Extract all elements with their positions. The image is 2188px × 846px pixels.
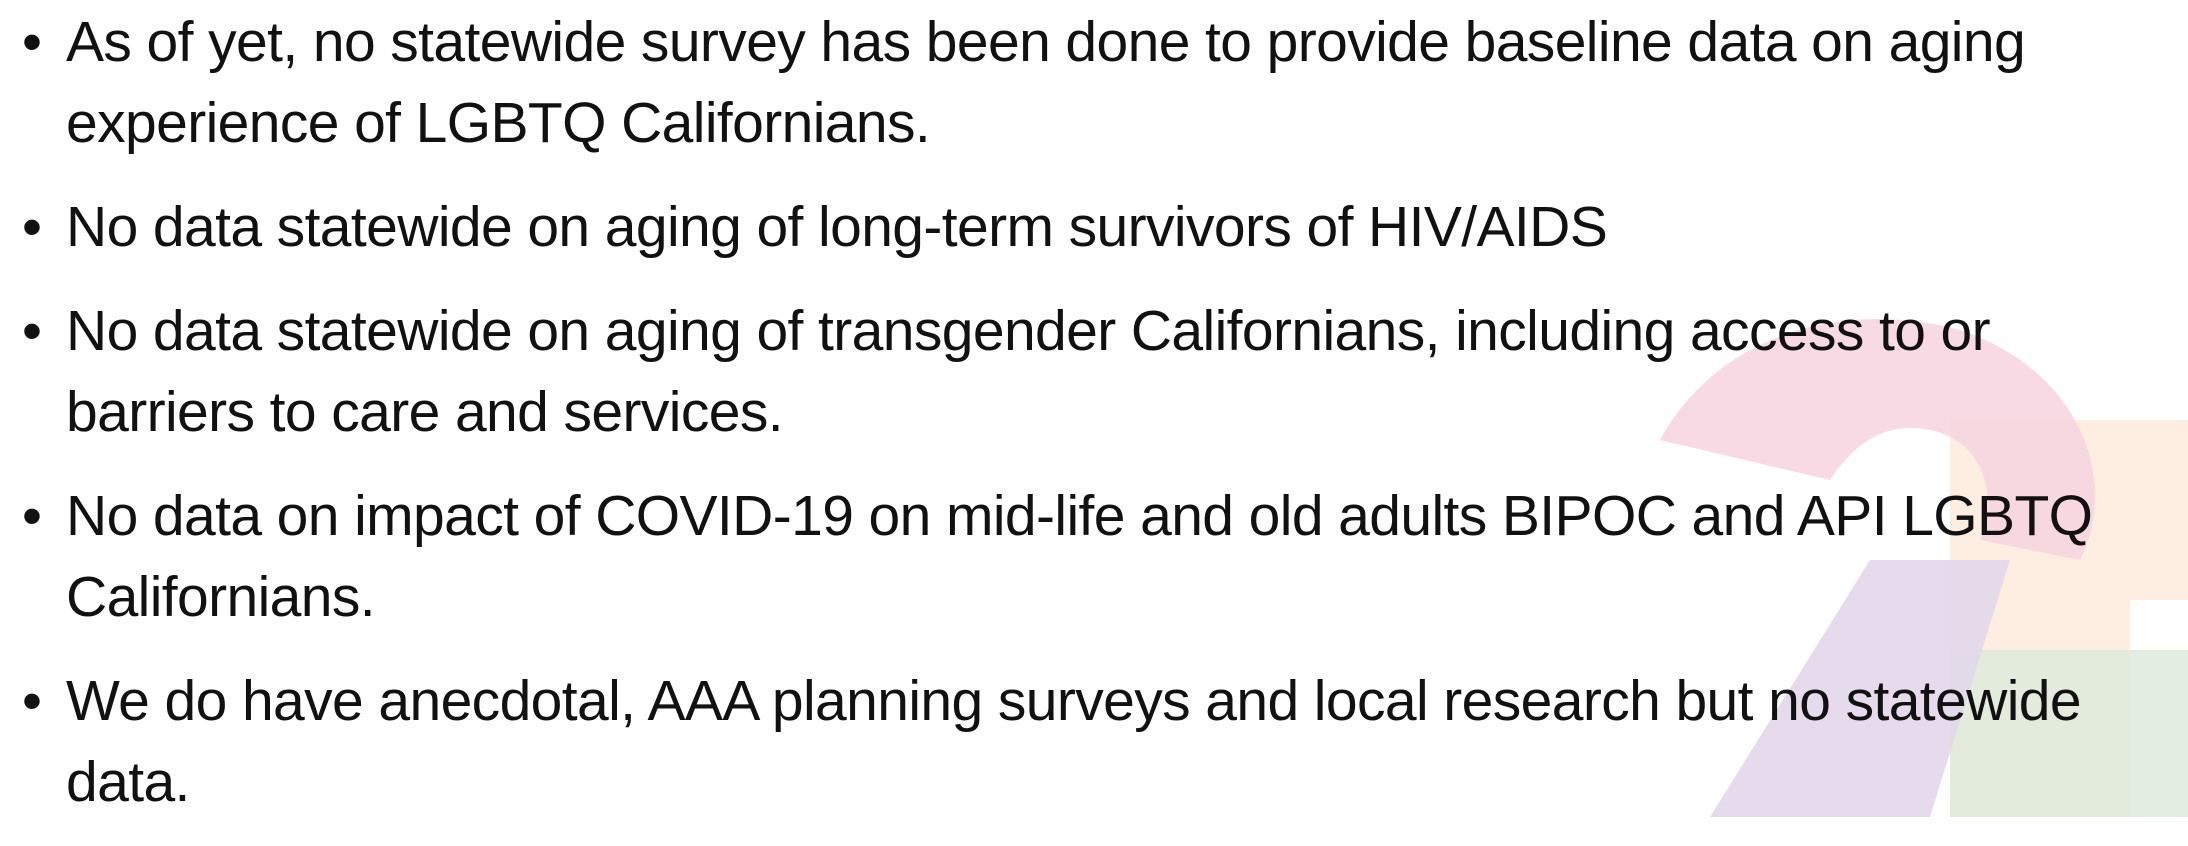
bullet-text: No data statewide on aging of transgende… — [66, 299, 1990, 444]
bullet-item: • We do have anecdotal, AAA planning surv… — [0, 661, 2188, 823]
bullet-text: No data on impact of COVID-19 on mid-lif… — [66, 484, 2092, 629]
bullet-list: • As of yet, no statewide survey has been… — [0, 2, 2188, 846]
bullet-text: As of yet, no statewide survey has been … — [66, 10, 2025, 155]
slide: • As of yet, no statewide survey has been… — [0, 0, 2188, 817]
bullet-dot: • — [22, 476, 41, 557]
bullet-item: • No data on impact of COVID-19 on mid-li… — [0, 476, 2188, 638]
bullet-item: • As of yet, no statewide survey has been… — [0, 2, 2188, 164]
bullet-item: • No data statewide on aging of long-term… — [0, 187, 2188, 268]
bullet-dot: • — [22, 2, 41, 83]
bullet-dot: • — [22, 661, 41, 742]
bullet-text: No data statewide on aging of long-term … — [66, 195, 1607, 259]
bullet-dot: • — [22, 187, 41, 268]
bullet-text: We do have anecdotal, AAA planning surve… — [66, 669, 2081, 814]
bullet-dot: • — [22, 291, 41, 372]
bullet-item: • No data statewide on aging of transgend… — [0, 291, 2188, 453]
